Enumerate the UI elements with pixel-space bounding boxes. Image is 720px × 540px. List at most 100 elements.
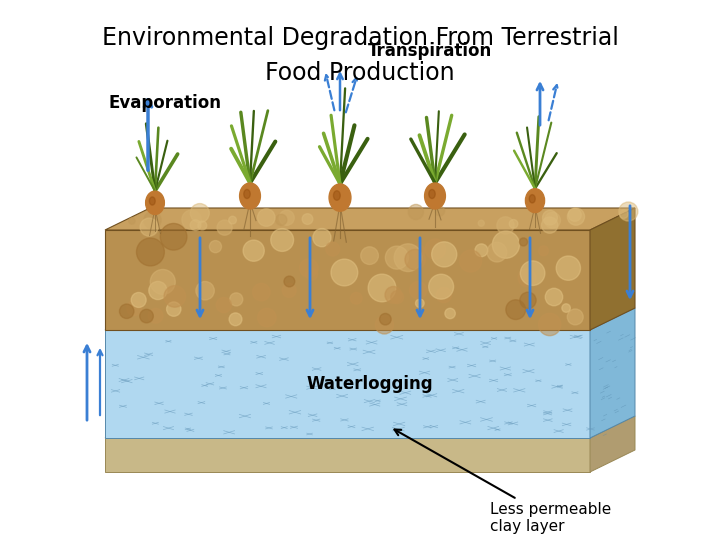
Circle shape [127,300,142,316]
Ellipse shape [428,190,436,199]
Circle shape [196,281,215,300]
Ellipse shape [329,184,351,211]
Circle shape [385,246,408,269]
Circle shape [300,259,318,278]
Circle shape [519,238,528,246]
Circle shape [190,204,210,222]
Text: Waterlogging: Waterlogging [307,375,433,393]
Circle shape [541,217,558,233]
Circle shape [405,249,426,270]
Circle shape [428,274,454,299]
Circle shape [129,218,135,224]
Text: Food Production: Food Production [265,61,455,85]
Polygon shape [105,438,590,472]
Circle shape [161,224,187,250]
Circle shape [230,293,243,306]
Polygon shape [590,308,635,438]
Circle shape [210,240,222,253]
Circle shape [415,299,424,308]
Circle shape [368,274,396,302]
Circle shape [140,218,158,236]
Ellipse shape [149,197,156,205]
Circle shape [351,293,362,304]
Circle shape [312,228,331,247]
Polygon shape [105,308,635,330]
Circle shape [325,242,340,256]
Circle shape [305,268,318,280]
Text: Evaporation: Evaporation [108,94,221,112]
Circle shape [620,210,628,218]
Circle shape [520,292,536,308]
Circle shape [385,287,402,303]
Ellipse shape [244,190,251,199]
Circle shape [435,206,444,216]
Circle shape [562,304,570,312]
Circle shape [182,210,202,230]
Circle shape [618,202,638,221]
Circle shape [164,286,186,307]
Circle shape [521,261,545,286]
Circle shape [258,209,275,226]
Polygon shape [105,416,635,438]
Circle shape [229,216,236,224]
Ellipse shape [145,191,164,214]
Ellipse shape [425,183,446,209]
Text: Less permeable
clay layer: Less permeable clay layer [395,429,611,535]
Circle shape [149,281,167,300]
Circle shape [276,214,287,225]
Circle shape [375,316,394,334]
Circle shape [475,244,488,256]
Circle shape [331,259,358,286]
Circle shape [279,210,294,225]
Circle shape [568,208,581,221]
Circle shape [148,308,163,323]
Circle shape [394,244,422,272]
Circle shape [539,313,561,336]
Circle shape [410,281,427,299]
Circle shape [567,208,585,225]
Circle shape [543,210,557,225]
Circle shape [459,250,482,272]
Circle shape [518,269,536,287]
Circle shape [140,309,153,323]
Circle shape [217,220,233,235]
Ellipse shape [240,183,261,209]
Circle shape [497,217,514,234]
Polygon shape [590,208,635,330]
Circle shape [431,242,456,267]
Circle shape [509,219,518,228]
Circle shape [478,220,485,226]
Circle shape [391,291,404,303]
Circle shape [166,302,181,316]
Circle shape [144,212,161,229]
Circle shape [492,231,520,258]
Circle shape [243,240,264,261]
Polygon shape [590,416,635,472]
Text: Environmental Degradation From Terrestrial: Environmental Degradation From Terrestri… [102,26,618,50]
Circle shape [539,246,549,256]
Circle shape [302,214,313,225]
Circle shape [282,284,296,298]
Circle shape [544,212,560,228]
Circle shape [198,221,207,230]
Text: Transpiration: Transpiration [368,42,492,60]
Circle shape [216,298,231,313]
Circle shape [567,309,583,325]
Polygon shape [105,208,635,230]
Ellipse shape [529,194,535,203]
Circle shape [361,247,379,265]
Circle shape [229,313,242,326]
Circle shape [190,220,201,231]
Circle shape [253,284,270,301]
Circle shape [271,228,294,252]
Circle shape [379,313,391,325]
Circle shape [284,276,294,287]
Circle shape [556,256,580,280]
Circle shape [408,205,423,220]
Circle shape [258,308,276,327]
Circle shape [120,304,134,319]
Circle shape [150,269,175,294]
Circle shape [436,287,451,303]
Ellipse shape [526,188,544,213]
Ellipse shape [333,191,341,200]
